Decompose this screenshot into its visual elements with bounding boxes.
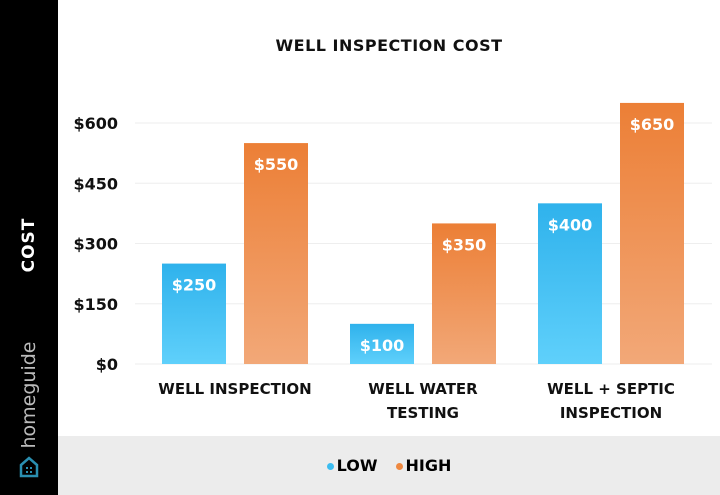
y-tick-label: $150 bbox=[73, 295, 118, 314]
y-tick-label: $600 bbox=[73, 114, 118, 133]
bar-high bbox=[432, 223, 496, 364]
legend: LOW HIGH bbox=[58, 436, 720, 495]
bar-low bbox=[162, 263, 226, 364]
brand-sidebar: COST homeguide bbox=[0, 0, 58, 495]
y-tick-label: $450 bbox=[73, 174, 118, 193]
x-tick-label: TESTING bbox=[387, 404, 459, 422]
legend-item-high: HIGH bbox=[395, 456, 452, 475]
x-tick-label: INSPECTION bbox=[560, 404, 662, 422]
data-label: $100 bbox=[360, 336, 405, 355]
bar-high bbox=[244, 143, 308, 364]
house-logo-icon bbox=[19, 456, 39, 478]
data-label: $350 bbox=[442, 235, 487, 254]
data-label: $550 bbox=[254, 155, 299, 174]
legend-dot-high bbox=[395, 463, 403, 470]
chart-title: WELL INSPECTION COST bbox=[275, 36, 503, 55]
x-tick-label: WELL WATER bbox=[368, 380, 478, 398]
y-tick-label: $0 bbox=[96, 355, 118, 374]
legend-label-high: HIGH bbox=[405, 456, 452, 475]
legend-dot-low bbox=[326, 463, 334, 470]
bar-low bbox=[538, 203, 602, 364]
legend-label-low: LOW bbox=[336, 456, 378, 475]
data-label: $400 bbox=[548, 215, 593, 234]
legend-item-low: LOW bbox=[326, 456, 378, 475]
bar-chart: $0 $150 $300 $450 $600 $250 $550 WELL INSPECTIO… bbox=[73, 102, 712, 422]
y-tick-label: $300 bbox=[73, 235, 118, 254]
x-tick-label: WELL + SEPTIC bbox=[547, 380, 675, 398]
data-label: $650 bbox=[630, 115, 675, 134]
bar-low bbox=[350, 323, 414, 364]
data-label: $250 bbox=[172, 276, 217, 295]
bar-high bbox=[620, 102, 684, 365]
x-tick-label: WELL INSPECTION bbox=[158, 380, 311, 398]
